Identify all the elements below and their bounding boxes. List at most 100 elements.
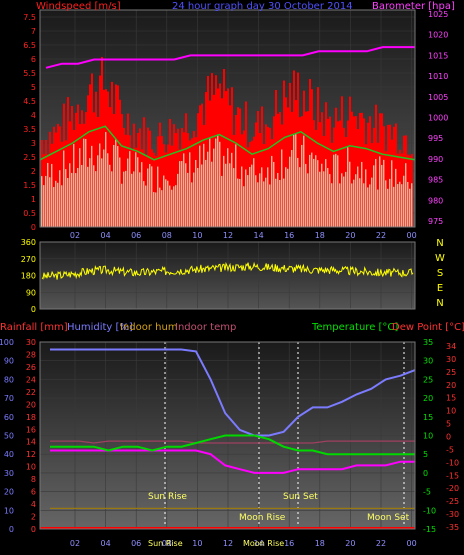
gust-bar [57,123,59,227]
compass-letter: N [436,238,443,249]
temperature-y-tick: 25 [423,375,433,384]
speed-bar [343,176,345,227]
rainfall-y-tick: 0 [31,525,36,534]
speed-bar [299,167,301,227]
speed-bar [123,171,125,227]
barometer-y-tick: 1025 [428,10,448,19]
dew-point-y-tick: -35 [446,523,459,532]
wind-y-tick: 2 [31,167,36,176]
humidity-y-tick: 100 [0,338,14,347]
speed-bar [375,158,377,227]
speed-bar [269,184,271,227]
barometer-y-tick: 1000 [428,114,448,123]
wind-x-tick: 08 [162,231,172,240]
speed-bar [389,178,391,227]
speed-bar [47,162,49,227]
pressure-line [45,46,415,69]
speed-bar [55,180,57,227]
gust-bar [285,97,287,227]
speed-bar [345,171,347,227]
speed-bar [133,171,135,227]
speed-bar [393,186,395,227]
speed-bar [159,187,161,227]
speed-bar [131,173,133,227]
speed-bar [141,162,143,227]
speed-bar [67,178,69,227]
gust-bar [269,127,271,227]
speed-bar [87,166,89,227]
speed-bar [265,177,267,227]
gust-bar [223,69,225,227]
speed-bar [75,173,77,227]
speed-bar [177,173,179,227]
direction-y-tick: 90 [26,288,36,297]
wind-x-tick: 20 [345,231,355,240]
gust-bar [171,145,173,227]
gust-bar [265,124,267,227]
wind-x-tick: 04 [101,231,111,240]
speed-bar [231,152,233,227]
speed-bar [99,143,101,227]
temp-x-tick: 18 [315,539,325,548]
compass-letter: W [435,253,445,264]
speed-bar [297,157,299,227]
moon-rise-text: Moon Rise [239,513,286,523]
gust-bar [211,73,213,228]
speed-bar [301,144,303,227]
moon-rise-x-label: Moon Rise [243,539,284,548]
speed-bar [263,181,265,227]
speed-bar [283,178,285,227]
dew-point-y-tick: -5 [446,445,454,454]
temperature-y-tick: 35 [423,338,433,347]
dew-point-y-tick: -15 [446,471,459,480]
gust-bar [161,136,163,227]
speed-bar [259,173,261,227]
gust-bar [359,112,361,227]
speed-bar [291,150,293,227]
speed-bar [139,172,141,227]
dew-point-y-tick: 30 [446,355,456,364]
sun-rise-text: Sun Rise [148,492,187,502]
speed-bar [253,158,255,227]
wind-y-tick: 6 [31,55,36,64]
speed-bar [211,161,213,227]
speed-bar [379,156,381,227]
rainfall-y-tick: 4 [31,500,36,509]
wind-x-tick: 06 [131,231,141,240]
speed-bar [313,158,315,227]
speed-bar [381,164,383,227]
wind-y-tick: 1.5 [23,181,36,190]
speed-bar [273,161,275,227]
humidity-y-tick: 30 [4,469,14,478]
speed-bar [161,190,163,227]
speed-bar [195,160,197,227]
humidity-y-tick: 70 [4,394,14,403]
speed-bar [163,175,165,227]
gust-bar [169,119,171,227]
wind-y-tick: 7.5 [23,13,36,22]
gust-bar [387,124,389,227]
dew-point-label: Dew Point [°C] [392,322,464,333]
speed-bar [43,185,45,227]
temperature-line [50,434,415,456]
rainfall-y-tick: 20 [26,400,36,409]
direction-line [41,261,414,280]
speed-bar [181,161,183,227]
wind-y-tick: 3 [31,139,36,148]
gust-bar [261,106,263,227]
speed-bar [127,158,129,227]
gust-bar [53,126,55,227]
temperature-y-tick: -10 [423,506,436,515]
wind-y-tick: 2.5 [23,153,36,162]
dew-point-y-tick: 15 [446,394,456,403]
gust-bar [239,108,241,227]
barometer-y-tick: 990 [428,155,443,164]
wind-y-tick: 1 [31,195,36,204]
wind-average-line [39,125,416,161]
speed-bar [247,175,249,227]
gust-bar [351,111,353,227]
gust-bar [87,95,89,227]
speed-bar [155,192,157,227]
